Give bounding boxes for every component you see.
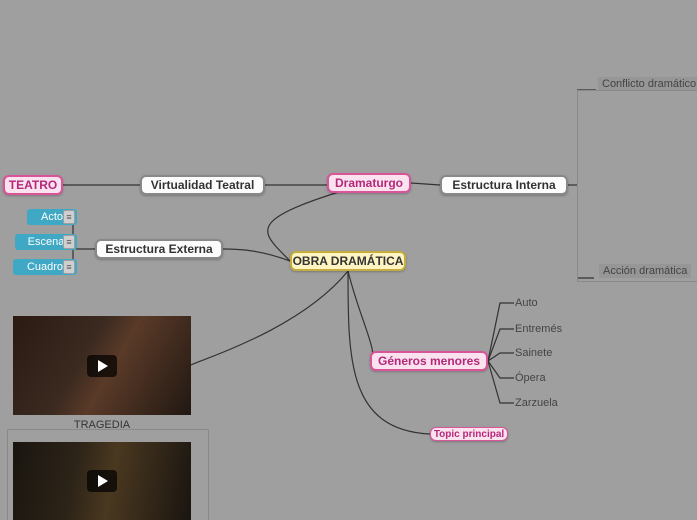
node-generos-menores[interactable]: Géneros menores <box>370 351 488 371</box>
play-icon[interactable] <box>87 355 117 377</box>
leaf-zarzuela[interactable]: Zarzuela <box>515 397 558 409</box>
menu-icon[interactable] <box>63 235 75 249</box>
node-dramaturgo[interactable]: Dramaturgo <box>327 173 411 193</box>
node-teatro[interactable]: TEATRO <box>3 175 63 195</box>
node-obra-dramatica[interactable]: OBRA DRAMÁTICA <box>290 251 406 271</box>
leaf-auto[interactable]: Auto <box>515 297 538 309</box>
leaf-sainete[interactable]: Sainete <box>515 347 552 359</box>
play-icon[interactable] <box>87 470 117 492</box>
node-virtualidad-teatral[interactable]: Virtualidad Teatral <box>140 175 265 195</box>
menu-icon[interactable] <box>63 260 75 274</box>
node-estructura-externa[interactable]: Estructura Externa <box>95 239 223 259</box>
video-tragedia[interactable] <box>13 316 191 415</box>
menu-icon[interactable] <box>63 210 75 224</box>
frame-estructura-interna <box>577 90 697 282</box>
leaf--pera[interactable]: Ópera <box>515 372 546 384</box>
node-topic-principal[interactable]: Topic principal <box>430 427 508 441</box>
video-2[interactable] <box>13 442 191 520</box>
node-estructura-interna[interactable]: Estructura Interna <box>440 175 568 195</box>
leaf-conflicto-dram-tico[interactable]: Conflicto dramático <box>598 77 697 91</box>
leaf-entrem-s[interactable]: Entremés <box>515 323 562 335</box>
